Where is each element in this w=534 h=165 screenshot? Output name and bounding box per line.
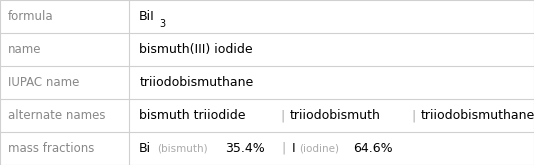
- Text: IUPAC name: IUPAC name: [8, 76, 80, 89]
- Text: Bi: Bi: [139, 142, 151, 155]
- Text: I: I: [292, 142, 296, 155]
- Text: bismuth triiodide: bismuth triiodide: [139, 109, 246, 122]
- Text: alternate names: alternate names: [8, 109, 106, 122]
- Text: 64.6%: 64.6%: [354, 142, 393, 155]
- Text: 35.4%: 35.4%: [225, 142, 265, 155]
- Text: name: name: [8, 43, 42, 56]
- Text: triiodobismuthane: triiodobismuthane: [139, 76, 254, 89]
- Text: bismuth(III) iodide: bismuth(III) iodide: [139, 43, 253, 56]
- Text: |: |: [411, 109, 415, 122]
- Text: (bismuth): (bismuth): [157, 144, 208, 153]
- Text: 3: 3: [160, 19, 166, 29]
- Text: (iodine): (iodine): [299, 144, 339, 153]
- Text: formula: formula: [8, 10, 53, 23]
- Text: triiodobismuth: triiodobismuth: [290, 109, 381, 122]
- Text: BiI: BiI: [139, 10, 155, 23]
- Text: triiodobismuthane: triiodobismuthane: [421, 109, 534, 122]
- Text: mass fractions: mass fractions: [8, 142, 95, 155]
- Text: |: |: [281, 142, 286, 155]
- Text: |: |: [281, 109, 285, 122]
